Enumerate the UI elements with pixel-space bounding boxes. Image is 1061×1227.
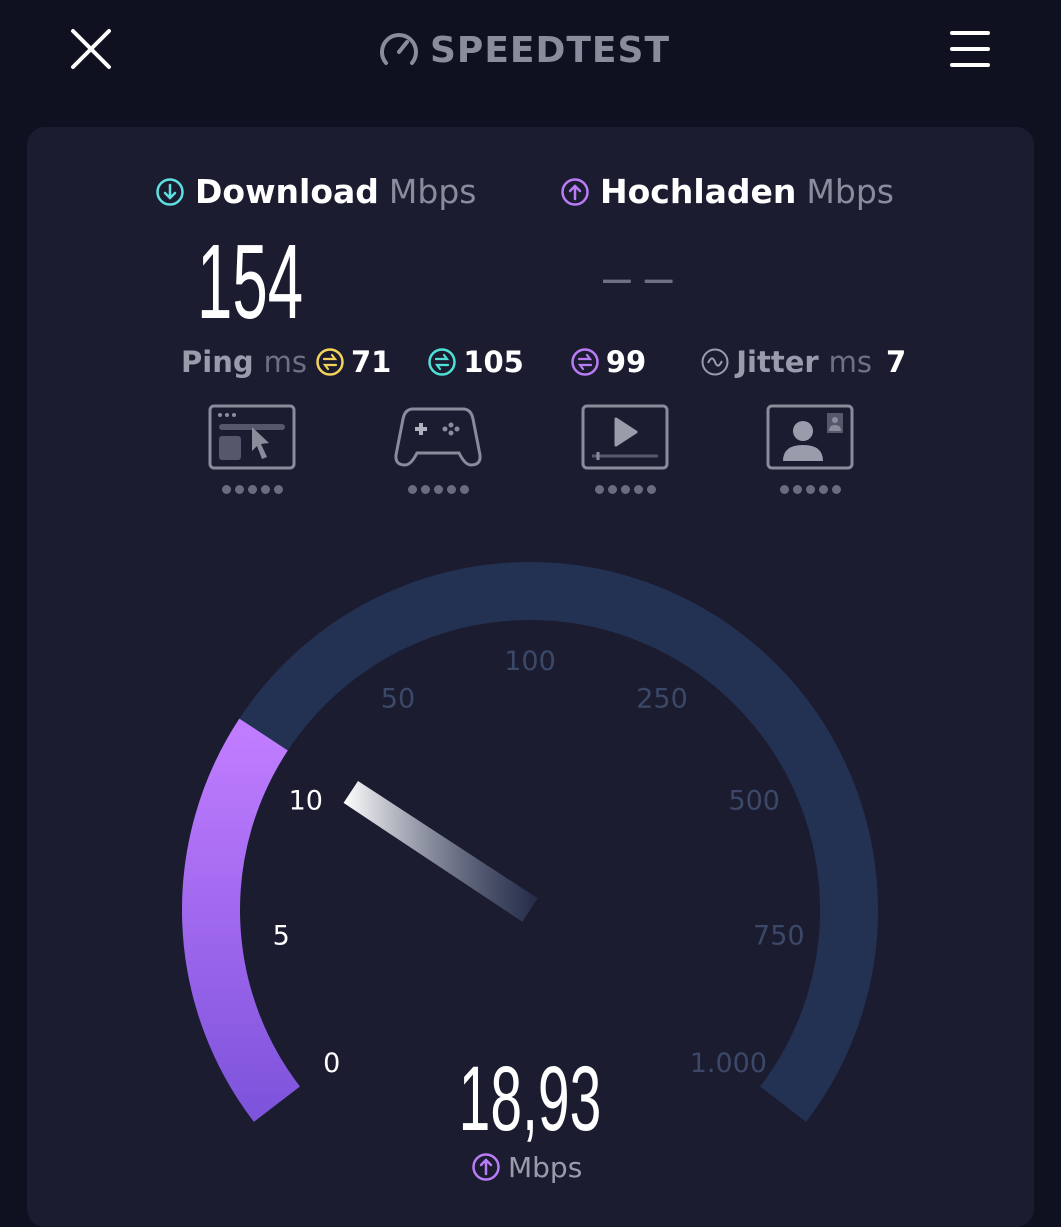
rating-dots (393, 485, 483, 494)
jitter-label: Jitter (736, 345, 819, 379)
arrow-up-circle-icon (561, 177, 589, 206)
current-speed-unit: Mbps (472, 1151, 582, 1184)
top-bar: SPEEDTEST (0, 0, 1061, 100)
ping-unit: ms (263, 345, 307, 379)
jitter-unit: ms (828, 345, 873, 379)
gauge-tick-label: 10 (289, 785, 323, 816)
gauge-tick-label: 100 (504, 646, 556, 677)
jitter-value: 7 (886, 345, 907, 379)
rating-dots (765, 485, 855, 494)
gauge-tick-label: 0 (323, 1048, 340, 1079)
upload-header: Hochladen Mbps (560, 172, 894, 211)
gauge-unit: Mbps (508, 1151, 582, 1184)
ping-upload-icon (571, 348, 599, 376)
gauge-logo-icon (380, 33, 418, 65)
upload-label: Hochladen (600, 172, 797, 211)
upload-unit: Mbps (806, 172, 894, 211)
rating-dots (580, 485, 670, 494)
result-card (27, 127, 1034, 1227)
ping-label: Ping (181, 345, 254, 379)
upload-value: – – (603, 249, 673, 305)
app-web-browsing[interactable] (207, 403, 297, 494)
video-play-icon (581, 404, 669, 470)
ping-download-icon (428, 348, 457, 376)
gamepad-icon (394, 407, 482, 467)
gauge-tick-label: 250 (636, 684, 688, 715)
app-video-streaming[interactable] (580, 403, 670, 494)
video-call-icon (766, 404, 854, 470)
gauge-fill (182, 718, 301, 1122)
gauge-needle (343, 781, 538, 922)
ping-idle-icon (316, 348, 344, 376)
ping-idle-value: 71 (350, 345, 392, 379)
rating-dots (207, 485, 297, 494)
gauge-tick-label: 500 (728, 785, 780, 816)
hamburger-menu-icon[interactable] (950, 30, 990, 68)
gauge-tick-label: 5 (273, 921, 290, 952)
close-icon[interactable] (70, 28, 112, 70)
speedtest-logo: SPEEDTEST (378, 28, 670, 72)
gauge-tick-label: 750 (753, 921, 805, 952)
download-unit: Mbps (388, 172, 477, 211)
logo-text: SPEEDTEST (430, 29, 671, 71)
app-video-chat[interactable] (765, 403, 855, 494)
download-value: 154 (197, 223, 304, 341)
browser-cursor-icon (208, 404, 296, 470)
ping-download-value: 105 (463, 345, 524, 379)
current-speed-value: 18,93 (459, 1048, 602, 1150)
jitter-icon (701, 348, 729, 376)
download-header: Download Mbps (155, 172, 476, 211)
arrow-up-circle-icon (472, 1153, 500, 1181)
ping-upload-value: 99 (605, 345, 647, 379)
download-label: Download (195, 172, 379, 211)
gauge-tick-label: 1.000 (690, 1048, 767, 1079)
ping-row: Ping ms 71 105 99 Jitter ms 7 (181, 345, 906, 379)
app-gaming[interactable] (393, 403, 483, 494)
gauge-tick-label: 50 (381, 684, 415, 715)
speed-gauge: 0 5 10 50 100 250 500 750 1.000 18,93 Mbps (182, 562, 878, 1184)
arrow-down-circle-icon (156, 177, 184, 206)
